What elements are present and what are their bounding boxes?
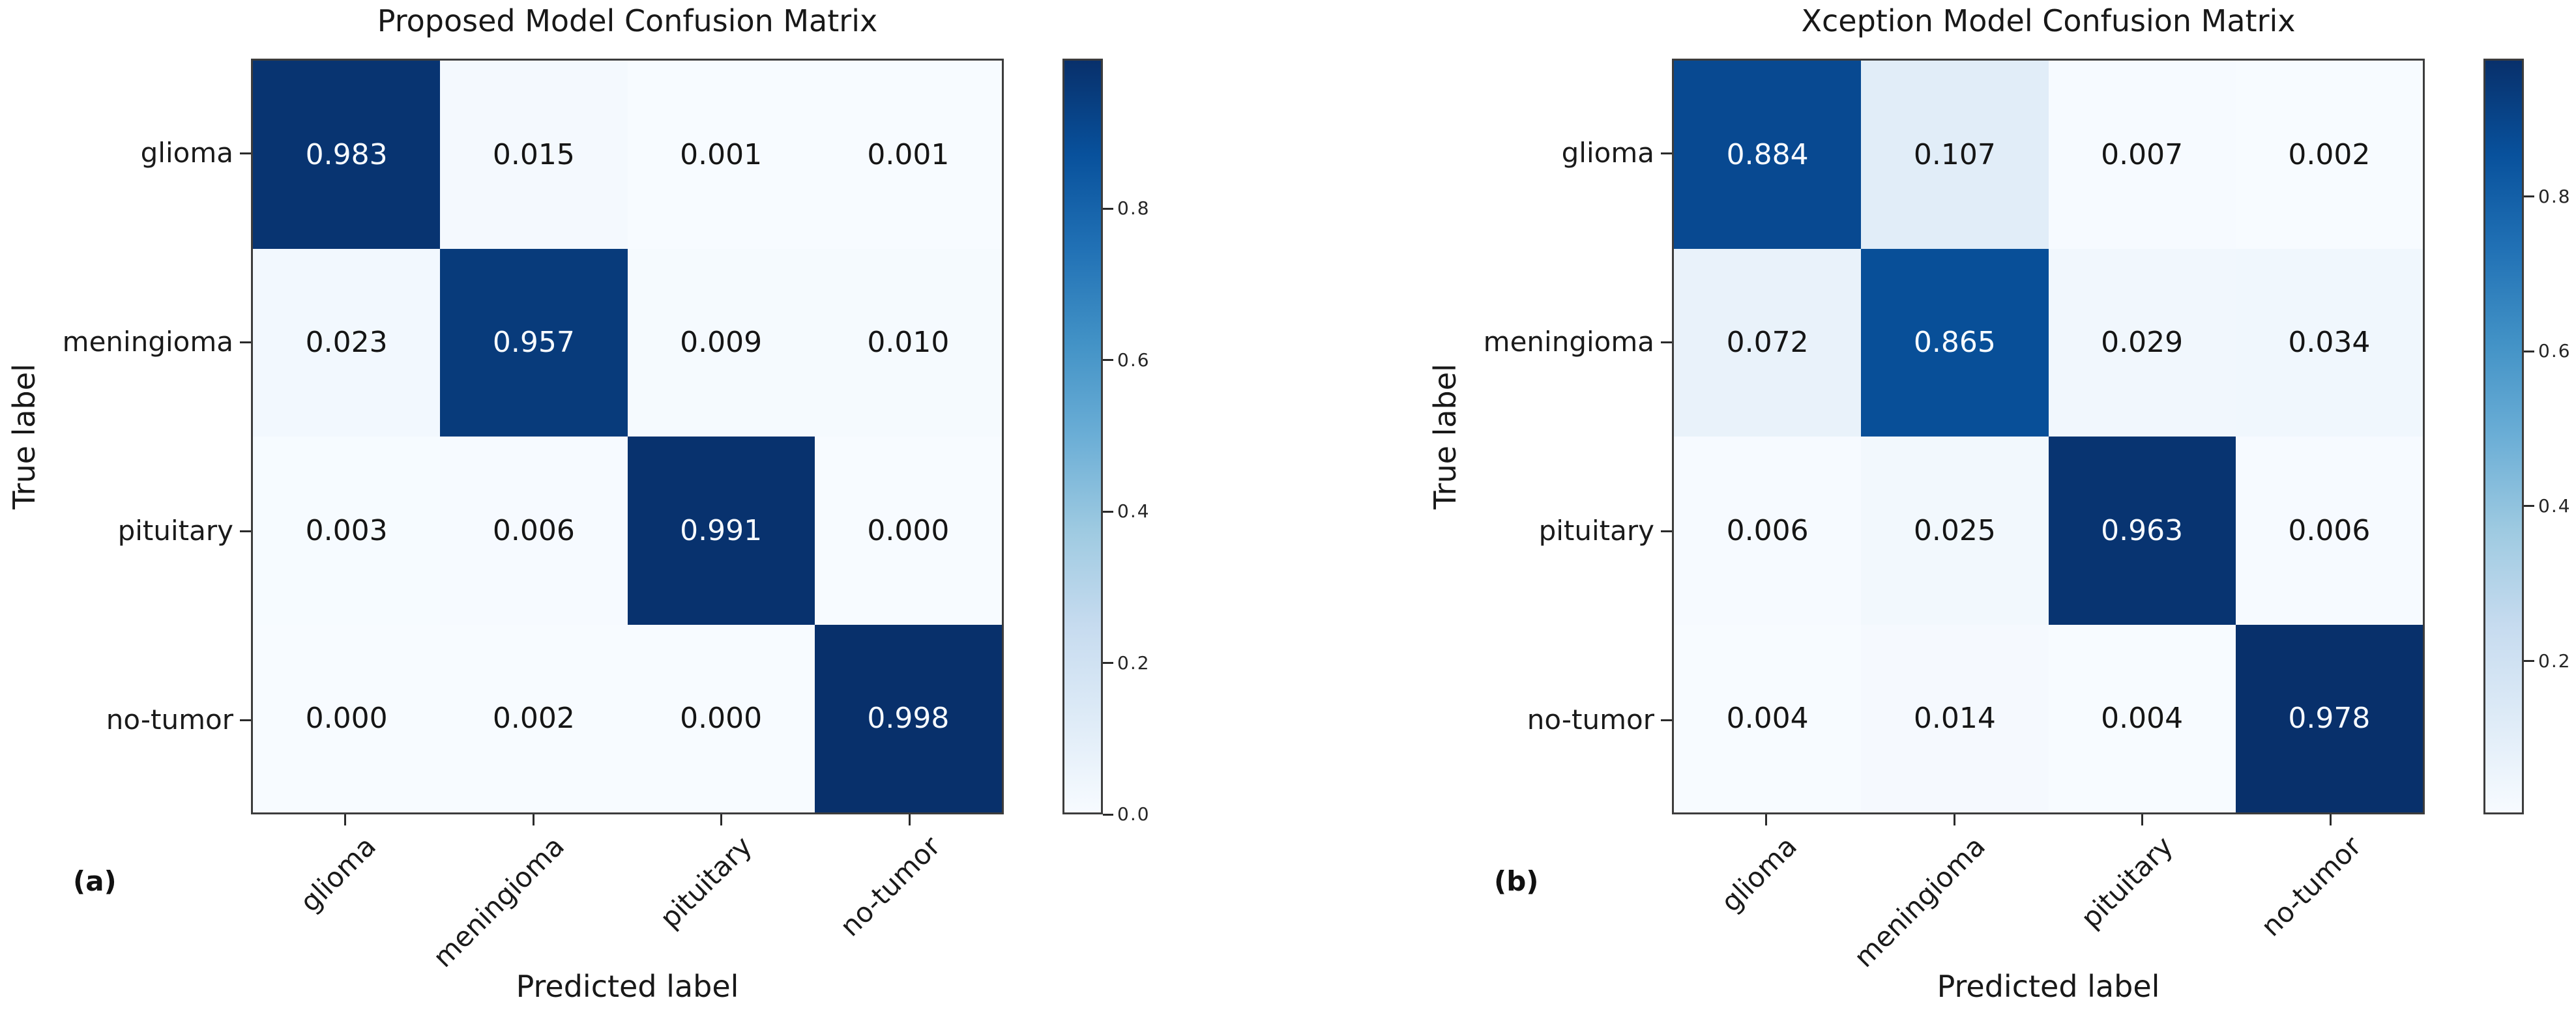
matrix-cell-r0c2: 0.001	[627, 61, 815, 249]
colorbar-tick-label: 0.8	[1117, 197, 1150, 220]
y-tick-mark	[240, 530, 251, 532]
matrix-cell-r3c1: 0.014	[1861, 624, 2049, 812]
y-tick-mark	[240, 341, 251, 343]
matrix-cell-r0c0: 0.884	[1674, 61, 1862, 249]
colorbar-tick-mark	[2524, 195, 2534, 198]
x-tick-mark	[2330, 814, 2332, 825]
matrix-cell-r0c1: 0.015	[440, 61, 628, 249]
colorbar-tick-label: 0.4	[2538, 494, 2571, 517]
y-tick-label: glioma	[1561, 137, 1654, 169]
y-tick-label: glioma	[140, 137, 233, 169]
y-axis-label: True label	[1427, 364, 1463, 509]
matrix-cell-r2c2: 0.991	[627, 437, 815, 625]
matrix-cell-r1c3: 0.010	[814, 248, 1002, 437]
x-tick-mark	[2141, 814, 2144, 825]
x-tick-label: glioma	[1714, 830, 1804, 919]
subfigure-caption: (b)	[1494, 865, 1539, 897]
y-tick-label: no-tumor	[1527, 704, 1654, 736]
matrix-cell-r1c2: 0.009	[627, 248, 815, 437]
matrix-cell-r1c1: 0.957	[440, 248, 628, 437]
x-tick-label: glioma	[293, 830, 383, 919]
y-tick-mark	[240, 152, 251, 154]
colorbar-tick-mark	[2524, 350, 2534, 352]
matrix-cell-r3c0: 0.004	[1674, 624, 1862, 812]
colorbar-tick-label: 0.6	[1117, 349, 1150, 371]
subfigure-caption: (a)	[73, 865, 117, 897]
colorbar-tick-mark	[2524, 660, 2534, 663]
matrix-cell-r1c0: 0.072	[1674, 248, 1862, 437]
y-tick-label: meningioma	[62, 326, 233, 358]
matrix-cell-r2c1: 0.006	[440, 437, 628, 625]
y-tick-mark	[1661, 152, 1672, 154]
x-tick-mark	[344, 814, 346, 825]
matrix-cell-r3c3: 0.978	[2235, 624, 2423, 812]
matrix-cell-r2c3: 0.000	[814, 437, 1002, 625]
colorbar-tick-label: 0.2	[1117, 652, 1150, 674]
y-axis-label: True label	[7, 364, 42, 509]
x-tick-mark	[720, 814, 723, 825]
matrix-cell-r2c0: 0.006	[1674, 437, 1862, 625]
chart-title: Proposed Model Confusion Matrix	[377, 3, 878, 38]
y-tick-label: pituitary	[117, 515, 233, 547]
y-tick-mark	[1661, 530, 1672, 532]
matrix-cell-r2c3: 0.006	[2235, 437, 2423, 625]
chart-title: Xception Model Confusion Matrix	[1801, 3, 2296, 38]
matrix-cell-r0c1: 0.107	[1861, 61, 2049, 249]
x-tick-label: meningioma	[426, 830, 570, 974]
x-tick-label: meningioma	[1847, 830, 1991, 974]
x-tick-label: pituitary	[2075, 830, 2180, 935]
colorbar-tick-label: 0.2	[2538, 650, 2571, 672]
colorbar-tick-mark	[1103, 510, 1113, 513]
panel-xception-model: Xception Model Confusion Matrix True lab…	[1421, 0, 2576, 1032]
x-axis-label: Predicted label	[1937, 969, 2160, 1004]
y-tick-mark	[240, 719, 251, 721]
x-tick-mark	[909, 814, 911, 825]
matrix-cell-r0c3: 0.001	[814, 61, 1002, 249]
matrix-cell-r3c2: 0.004	[2048, 624, 2236, 812]
y-tick-label: pituitary	[1538, 515, 1654, 547]
x-tick-label: no-tumor	[834, 830, 947, 943]
matrix-cell-r1c0: 0.023	[253, 248, 441, 437]
y-tick-label: meningioma	[1483, 326, 1654, 358]
matrix-cell-r3c2: 0.000	[627, 624, 815, 812]
confusion-matrix-heatmap: 0.884 0.107 0.007 0.002 0.072 0.865 0.029 0.034…	[1672, 59, 2425, 814]
matrix-cell-r2c0: 0.003	[253, 437, 441, 625]
matrix-cell-r2c1: 0.025	[1861, 437, 2049, 625]
matrix-cell-r3c0: 0.000	[253, 624, 441, 812]
x-tick-mark	[1764, 814, 1767, 825]
colorbar-tick-mark	[2524, 505, 2534, 508]
colorbar-tick-mark	[1103, 813, 1113, 816]
colorbar-tick-mark	[1103, 207, 1113, 210]
y-tick-label: no-tumor	[106, 704, 233, 736]
colorbar-tick-label: 0.4	[1117, 500, 1150, 523]
y-tick-mark	[1661, 719, 1672, 721]
colorbar-tick-label: 0.6	[2538, 340, 2571, 362]
panel-proposed-model: Proposed Model Confusion Matrix True lab…	[0, 0, 1167, 1032]
matrix-cell-r0c2: 0.007	[2048, 61, 2236, 249]
x-tick-mark	[532, 814, 534, 825]
matrix-cell-r0c0: 0.983	[253, 61, 441, 249]
matrix-cell-r1c1: 0.865	[1861, 248, 2049, 437]
x-tick-label: pituitary	[654, 830, 759, 935]
matrix-cell-r1c3: 0.034	[2235, 248, 2423, 437]
x-tick-mark	[1953, 814, 1955, 825]
colorbar-tick-mark	[1103, 662, 1113, 665]
colorbar	[1062, 59, 1103, 814]
matrix-cell-r1c2: 0.029	[2048, 248, 2236, 437]
matrix-cell-r2c2: 0.963	[2048, 437, 2236, 625]
x-tick-label: no-tumor	[2255, 830, 2368, 943]
matrix-cell-r3c3: 0.998	[814, 624, 1002, 812]
colorbar-tick-label: 0.0	[1117, 803, 1150, 825]
colorbar	[2483, 59, 2524, 814]
confusion-matrix-heatmap: 0.983 0.015 0.001 0.001 0.023 0.957 0.009 0.010…	[251, 59, 1004, 814]
matrix-cell-r0c3: 0.002	[2235, 61, 2423, 249]
y-tick-mark	[1661, 341, 1672, 343]
x-axis-label: Predicted label	[516, 969, 739, 1004]
colorbar-tick-label: 0.8	[2538, 185, 2571, 207]
matrix-cell-r3c1: 0.002	[440, 624, 628, 812]
colorbar-tick-mark	[1103, 359, 1113, 362]
